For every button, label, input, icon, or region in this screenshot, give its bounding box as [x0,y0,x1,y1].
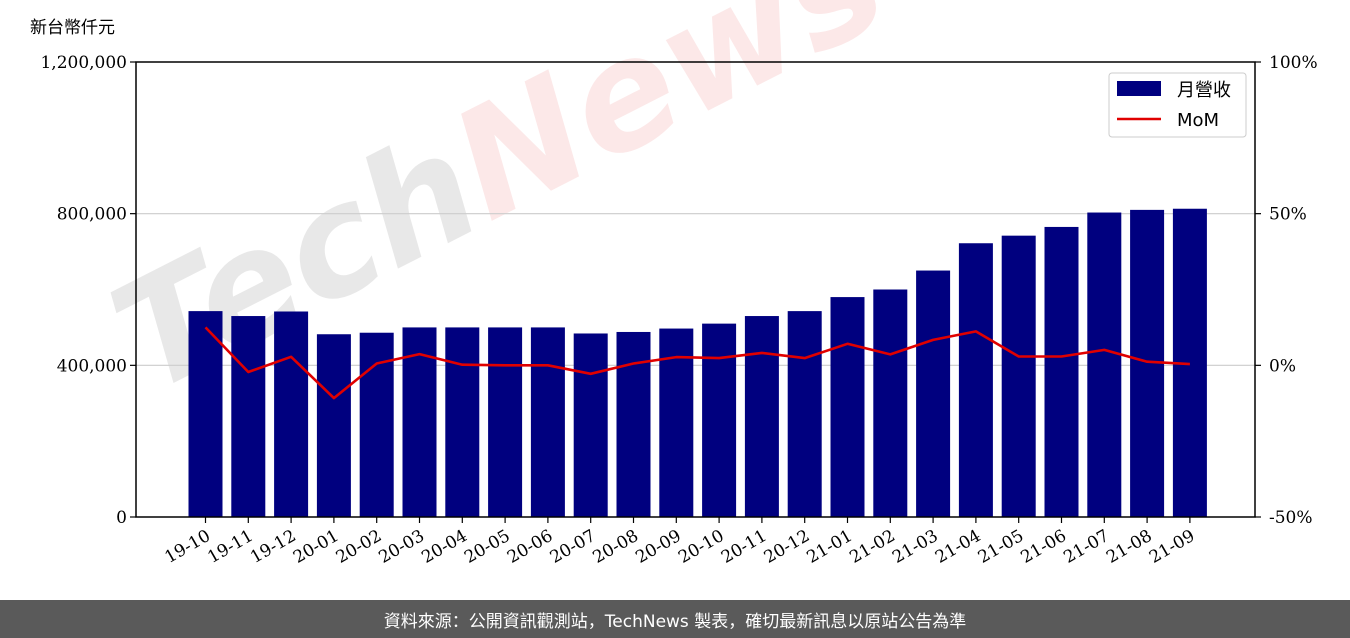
x-tick-label: 19-12 [247,526,299,568]
revenue-bar [316,334,351,517]
legend-label-mom: MoM [1177,110,1219,131]
revenue-bar [1001,235,1036,518]
revenue-bar [231,316,266,517]
x-tick-label: 20-12 [761,526,813,568]
revenue-bar [274,311,309,517]
source-footer: 資料來源：公開資訊觀測站，TechNews 製表，確切最新訊息以原站公告為準 [0,600,1350,638]
plot-frame [135,61,1256,518]
revenue-bar [1044,226,1079,517]
x-tick-label: 19-11 [204,526,256,568]
revenue-bar [616,331,651,517]
left-tick-label: 400,000 [57,356,127,376]
x-tick-label: 21-01 [804,526,856,568]
x-tick-label: 20-02 [333,526,385,568]
revenue-bar [573,333,608,517]
x-tick-label: 21-04 [932,526,984,568]
revenue-bars [188,208,1207,518]
x-tick-label: 21-08 [1103,526,1155,568]
x-tick-label: 21-07 [1060,526,1112,568]
source-note: 資料來源：公開資訊觀測站，TechNews 製表，確切最新訊息以原站公告為準 [383,611,967,632]
x-tick-label: 20-05 [461,526,513,568]
x-tick-label: 20-11 [718,526,770,568]
x-tick-label: 20-01 [290,526,342,568]
x-tick-label: 21-06 [1018,526,1070,568]
mom-series-line [204,326,1190,400]
revenue-bar [188,311,223,517]
x-tick-label: 20-03 [376,526,428,568]
revenue-bar [787,311,822,517]
revenue-bar [916,270,951,517]
revenue-bar [873,289,908,517]
legend-label-revenue: 月營收 [1177,80,1231,101]
revenue-bar [744,316,779,517]
revenue-bar [1087,212,1122,517]
x-tick-label: 20-08 [590,526,642,568]
left-tick-label: 0 [116,508,127,528]
revenue-bar [702,323,737,517]
x-tick-label: 19-10 [162,526,214,568]
x-tick-label: 21-02 [846,526,898,568]
x-tick-label: 21-03 [889,526,941,568]
right-tick-label: -50% [1269,508,1313,528]
legend: 月營收 MoM [1108,72,1247,138]
x-tick-label: 20-10 [675,526,727,568]
x-tick-label: 20-06 [504,526,556,568]
revenue-bar [488,327,523,517]
revenue-bar [445,327,480,517]
left-tick-label: 1,200,000 [40,53,127,73]
revenue-bar [530,327,565,517]
right-tick-label: 50% [1269,205,1307,225]
x-tick-label: 20-04 [418,526,470,568]
left-tick-label: 800,000 [57,205,127,225]
revenue-bar [402,327,437,517]
revenue-bar [958,243,993,517]
x-tick-label: 20-09 [632,526,684,568]
x-tick-label: 20-07 [547,526,599,568]
x-tick-label: 21-05 [975,526,1027,568]
mom-line [204,326,1190,400]
right-tick-label: 0% [1269,356,1296,376]
legend-swatch-bar [1117,81,1161,96]
y-unit-label: 新台幣仟元 [30,18,115,38]
revenue-bar [830,297,865,517]
right-tick-label: 100% [1269,53,1318,73]
revenue-chart: TechNews 0400,000800,0001,200,000-50%0%5… [30,0,1318,568]
x-tick-label: 21-09 [1146,526,1198,568]
